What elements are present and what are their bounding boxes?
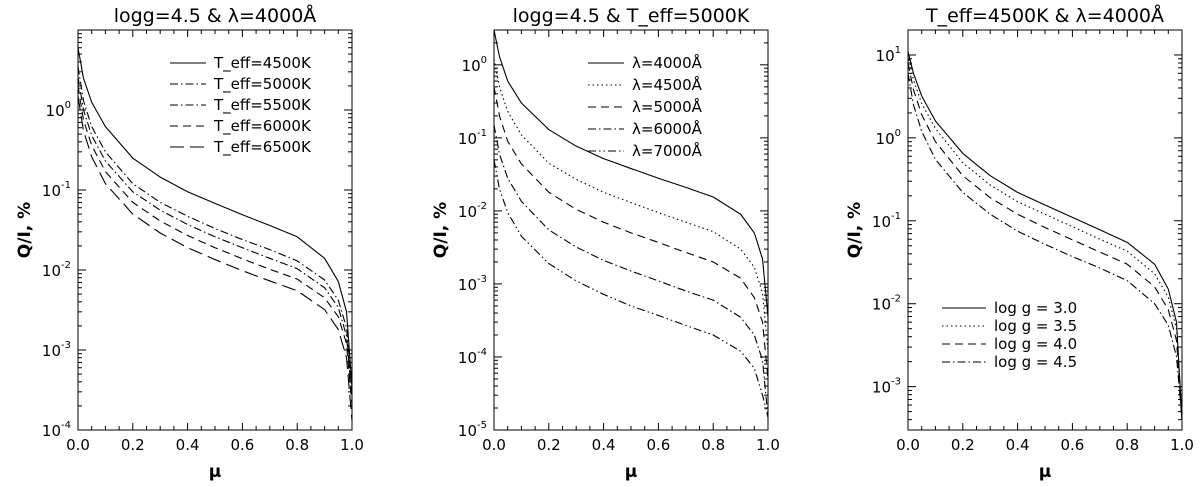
legend-label: T_eff=5500K xyxy=(213,96,312,115)
series-line-2 xyxy=(494,58,768,352)
x-tick-label: 0.8 xyxy=(701,436,725,454)
x-tick-label: 0.2 xyxy=(951,436,975,454)
legend-label: λ=6000Å xyxy=(632,119,703,138)
x-tick-label: 0.2 xyxy=(121,436,145,454)
y-axis-label: Q/I, % xyxy=(845,202,865,258)
legend: λ=4000Å λ=4500Å λ=5000Å λ=6000Å λ=7000Å xyxy=(588,53,703,160)
legend-label: log g = 4.5 xyxy=(994,353,1077,371)
chart-title: logg=4.5 & T_eff=5000K xyxy=(513,5,750,27)
y-tick-label: 10-1 xyxy=(872,211,901,231)
y-tick-label: 100 xyxy=(462,55,487,75)
series-line-1 xyxy=(908,51,1182,420)
legend-label: T_eff=4500K xyxy=(213,54,312,73)
y-axis-label: Q/I, % xyxy=(431,202,451,258)
plot-frame xyxy=(493,29,769,431)
x-tick-label: 0.4 xyxy=(592,436,616,454)
y-tick-label: 10-1 xyxy=(42,180,71,200)
x-tick-label: 0.0 xyxy=(896,436,920,454)
x-axis-label: μ xyxy=(625,462,638,482)
panel-3: T_eff=4500K & λ=4000Å 0.0 0.2 0.4 0.6 0.8 1.0 1… xyxy=(845,4,1194,482)
y-tick-label: 10-3 xyxy=(458,274,487,294)
x-tick-label: 0.0 xyxy=(66,436,90,454)
legend-label: log g = 4.0 xyxy=(994,335,1077,353)
series-line-4 xyxy=(494,124,768,418)
legend-label: λ=4000Å xyxy=(632,53,703,72)
x-tick-label: 0.2 xyxy=(537,436,561,454)
series-line-5 xyxy=(78,95,352,421)
x-tick-label: 0.6 xyxy=(1060,436,1084,454)
series-line-3 xyxy=(494,86,768,380)
legend-label: T_eff=6500K xyxy=(213,138,312,157)
panel-2: logg=4.5 & T_eff=5000K 0.0 0.2 0.4 0.6 0.8 1.0… xyxy=(431,5,780,482)
x-tick-label: 0.6 xyxy=(646,436,670,454)
x-tick-label: 1.0 xyxy=(340,436,364,454)
y-tick-label: 10-2 xyxy=(872,294,901,314)
x-tick-label: 0.4 xyxy=(1006,436,1030,454)
x-tick-label: 0.8 xyxy=(285,436,309,454)
x-tick-label: 0.8 xyxy=(1115,436,1139,454)
y-axis-label: Q/I, % xyxy=(15,202,35,258)
x-tick-label: 1.0 xyxy=(756,436,780,454)
x-axis-label: μ xyxy=(1039,462,1052,482)
y-tick-label: 10-3 xyxy=(42,340,71,360)
series-line-2 xyxy=(908,54,1182,420)
legend: T_eff=4500K T_eff=5000K T_eff=5500K T_eff=6… xyxy=(170,54,312,157)
y-tick-label: 10-2 xyxy=(42,260,71,280)
legend-label: T_eff=5000K xyxy=(213,75,312,94)
series-line-4 xyxy=(78,85,352,406)
legend-label: T_eff=6000K xyxy=(213,117,312,136)
x-tick-label: 0.0 xyxy=(482,436,506,454)
legend-label: λ=5000Å xyxy=(632,97,703,116)
x-tick-label: 0.4 xyxy=(176,436,200,454)
y-tick-label: 10-3 xyxy=(872,377,901,397)
y-tick-label: 10-1 xyxy=(458,128,487,148)
chart-title: T_eff=4500K & λ=4000Å xyxy=(925,4,1164,27)
series-line-2 xyxy=(78,66,352,392)
x-tick-label: 0.6 xyxy=(230,436,254,454)
series-line-1 xyxy=(78,47,352,387)
y-tick-label: 100 xyxy=(876,128,901,148)
legend-label: log g = 3.5 xyxy=(994,317,1077,335)
y-tick-label: 100 xyxy=(46,100,71,120)
y-tick-label: 101 xyxy=(876,45,901,65)
y-tick-label: 10-4 xyxy=(458,347,487,367)
series-line-4 xyxy=(908,73,1182,420)
series-line-1 xyxy=(494,30,768,318)
legend-label: λ=4500Å xyxy=(632,75,703,94)
x-axis-label: μ xyxy=(209,462,222,482)
legend-label: log g = 3.0 xyxy=(994,299,1077,317)
chart-title: logg=4.5 & λ=4000Å xyxy=(114,4,317,27)
legend-label: λ=7000Å xyxy=(632,141,703,160)
series-line-5 xyxy=(494,159,768,418)
y-tick-label: 10-2 xyxy=(458,201,487,221)
series-line-3 xyxy=(78,76,352,399)
series-line-3 xyxy=(908,62,1182,420)
x-tick-label: 1.0 xyxy=(1170,436,1194,454)
